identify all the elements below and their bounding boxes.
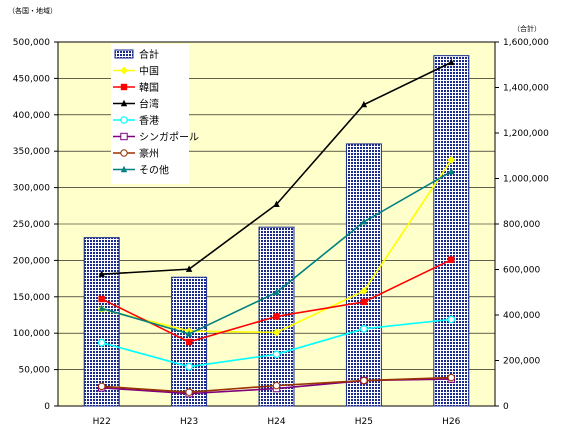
left-tick-label: 150,000 — [13, 293, 50, 303]
bar — [345, 143, 382, 407]
data-point — [360, 218, 368, 225]
data-point — [98, 382, 106, 391]
left-tick-label: 450,000 — [13, 74, 50, 84]
left-tick-label: 350,000 — [13, 147, 50, 157]
legend-label: 豪州 — [139, 147, 159, 160]
data-point — [448, 256, 455, 263]
data-point — [120, 99, 128, 107]
bar — [433, 55, 470, 407]
right-axis-unit: （合計） — [513, 24, 541, 33]
right-tick-label: 800,000 — [503, 220, 540, 230]
line-series — [98, 58, 455, 277]
data-point — [360, 376, 368, 385]
x-tick-label: H22 — [93, 417, 111, 427]
legend-label: 韓国 — [139, 82, 159, 94]
data-point — [185, 265, 193, 272]
legend-label: 合計 — [139, 48, 159, 61]
line-series — [98, 167, 455, 337]
left-tick-label: 100,000 — [13, 329, 50, 339]
right-tick-label: 1,400,000 — [503, 84, 549, 94]
legend-label: 香港 — [139, 115, 159, 127]
right-tick-label: 0 — [503, 402, 509, 412]
left-tick-label: 200,000 — [13, 256, 50, 266]
legend-label: その他 — [139, 164, 169, 177]
left-axis-ticks: 0 50,000 100,000 150,000 200,000 250,000 300,0… — [13, 38, 58, 412]
data-point — [120, 66, 128, 75]
bars-group — [83, 55, 470, 407]
x-tick-label: H23 — [180, 417, 198, 427]
left-axis-unit: （各国・地域） — [8, 6, 57, 15]
data-point — [272, 381, 281, 390]
legend-label: 台湾 — [139, 98, 159, 111]
line-series — [98, 373, 455, 396]
data-point — [360, 298, 368, 306]
bar — [83, 237, 120, 407]
data-point — [448, 58, 455, 66]
right-tick-label: 1,200,000 — [503, 129, 549, 139]
right-tick-label: 600,000 — [503, 266, 540, 276]
data-point — [359, 287, 368, 295]
data-point — [98, 270, 105, 277]
data-point — [273, 313, 280, 320]
data-point — [447, 156, 456, 164]
data-point — [120, 149, 128, 157]
x-tick-label: H26 — [442, 417, 460, 427]
data-point — [97, 338, 106, 347]
legend-box — [111, 44, 189, 184]
legend-label: シンガポール — [139, 132, 199, 144]
right-axis-ticks: 0 200,000 400,000 600,000 800,000 1,000,000 1,… — [495, 38, 549, 412]
lines-group — [97, 58, 456, 398]
line-series — [98, 256, 455, 346]
data-point — [273, 288, 280, 296]
legend-label: 中国 — [139, 65, 159, 78]
data-point — [272, 328, 281, 337]
right-tick-label: 400,000 — [503, 311, 540, 321]
right-tick-label: 1,600,000 — [503, 38, 549, 48]
data-point — [360, 100, 368, 108]
data-point — [120, 165, 128, 173]
left-tick-label: 250,000 — [13, 220, 50, 230]
right-tick-label: 1,000,000 — [503, 175, 549, 185]
x-axis-labels: H22 H23 H24 H25 H26 — [93, 417, 461, 427]
data-point — [272, 350, 281, 359]
left-tick-label: 400,000 — [13, 111, 50, 121]
line-series — [97, 315, 456, 371]
left-tick-label: 300,000 — [13, 184, 50, 194]
data-point — [98, 304, 105, 312]
data-point — [273, 200, 280, 208]
data-point — [120, 83, 128, 91]
x-tick-label: H25 — [355, 417, 373, 427]
data-point — [120, 116, 128, 124]
left-tick-label: 0 — [44, 402, 50, 412]
data-point — [360, 325, 368, 333]
data-point — [185, 362, 193, 371]
left-tick-label: 50,000 — [19, 366, 51, 376]
data-point — [447, 373, 455, 382]
data-point — [98, 295, 105, 303]
data-point — [447, 315, 456, 324]
data-point — [185, 388, 193, 396]
x-tick-label: H24 — [267, 417, 285, 427]
right-tick-label: 200,000 — [503, 357, 540, 367]
left-tick-label: 500,000 — [13, 38, 50, 48]
legend-swatch — [114, 49, 134, 59]
data-point — [448, 167, 455, 175]
data-point — [185, 338, 193, 346]
data-point — [185, 330, 193, 337]
data-point — [120, 132, 128, 141]
